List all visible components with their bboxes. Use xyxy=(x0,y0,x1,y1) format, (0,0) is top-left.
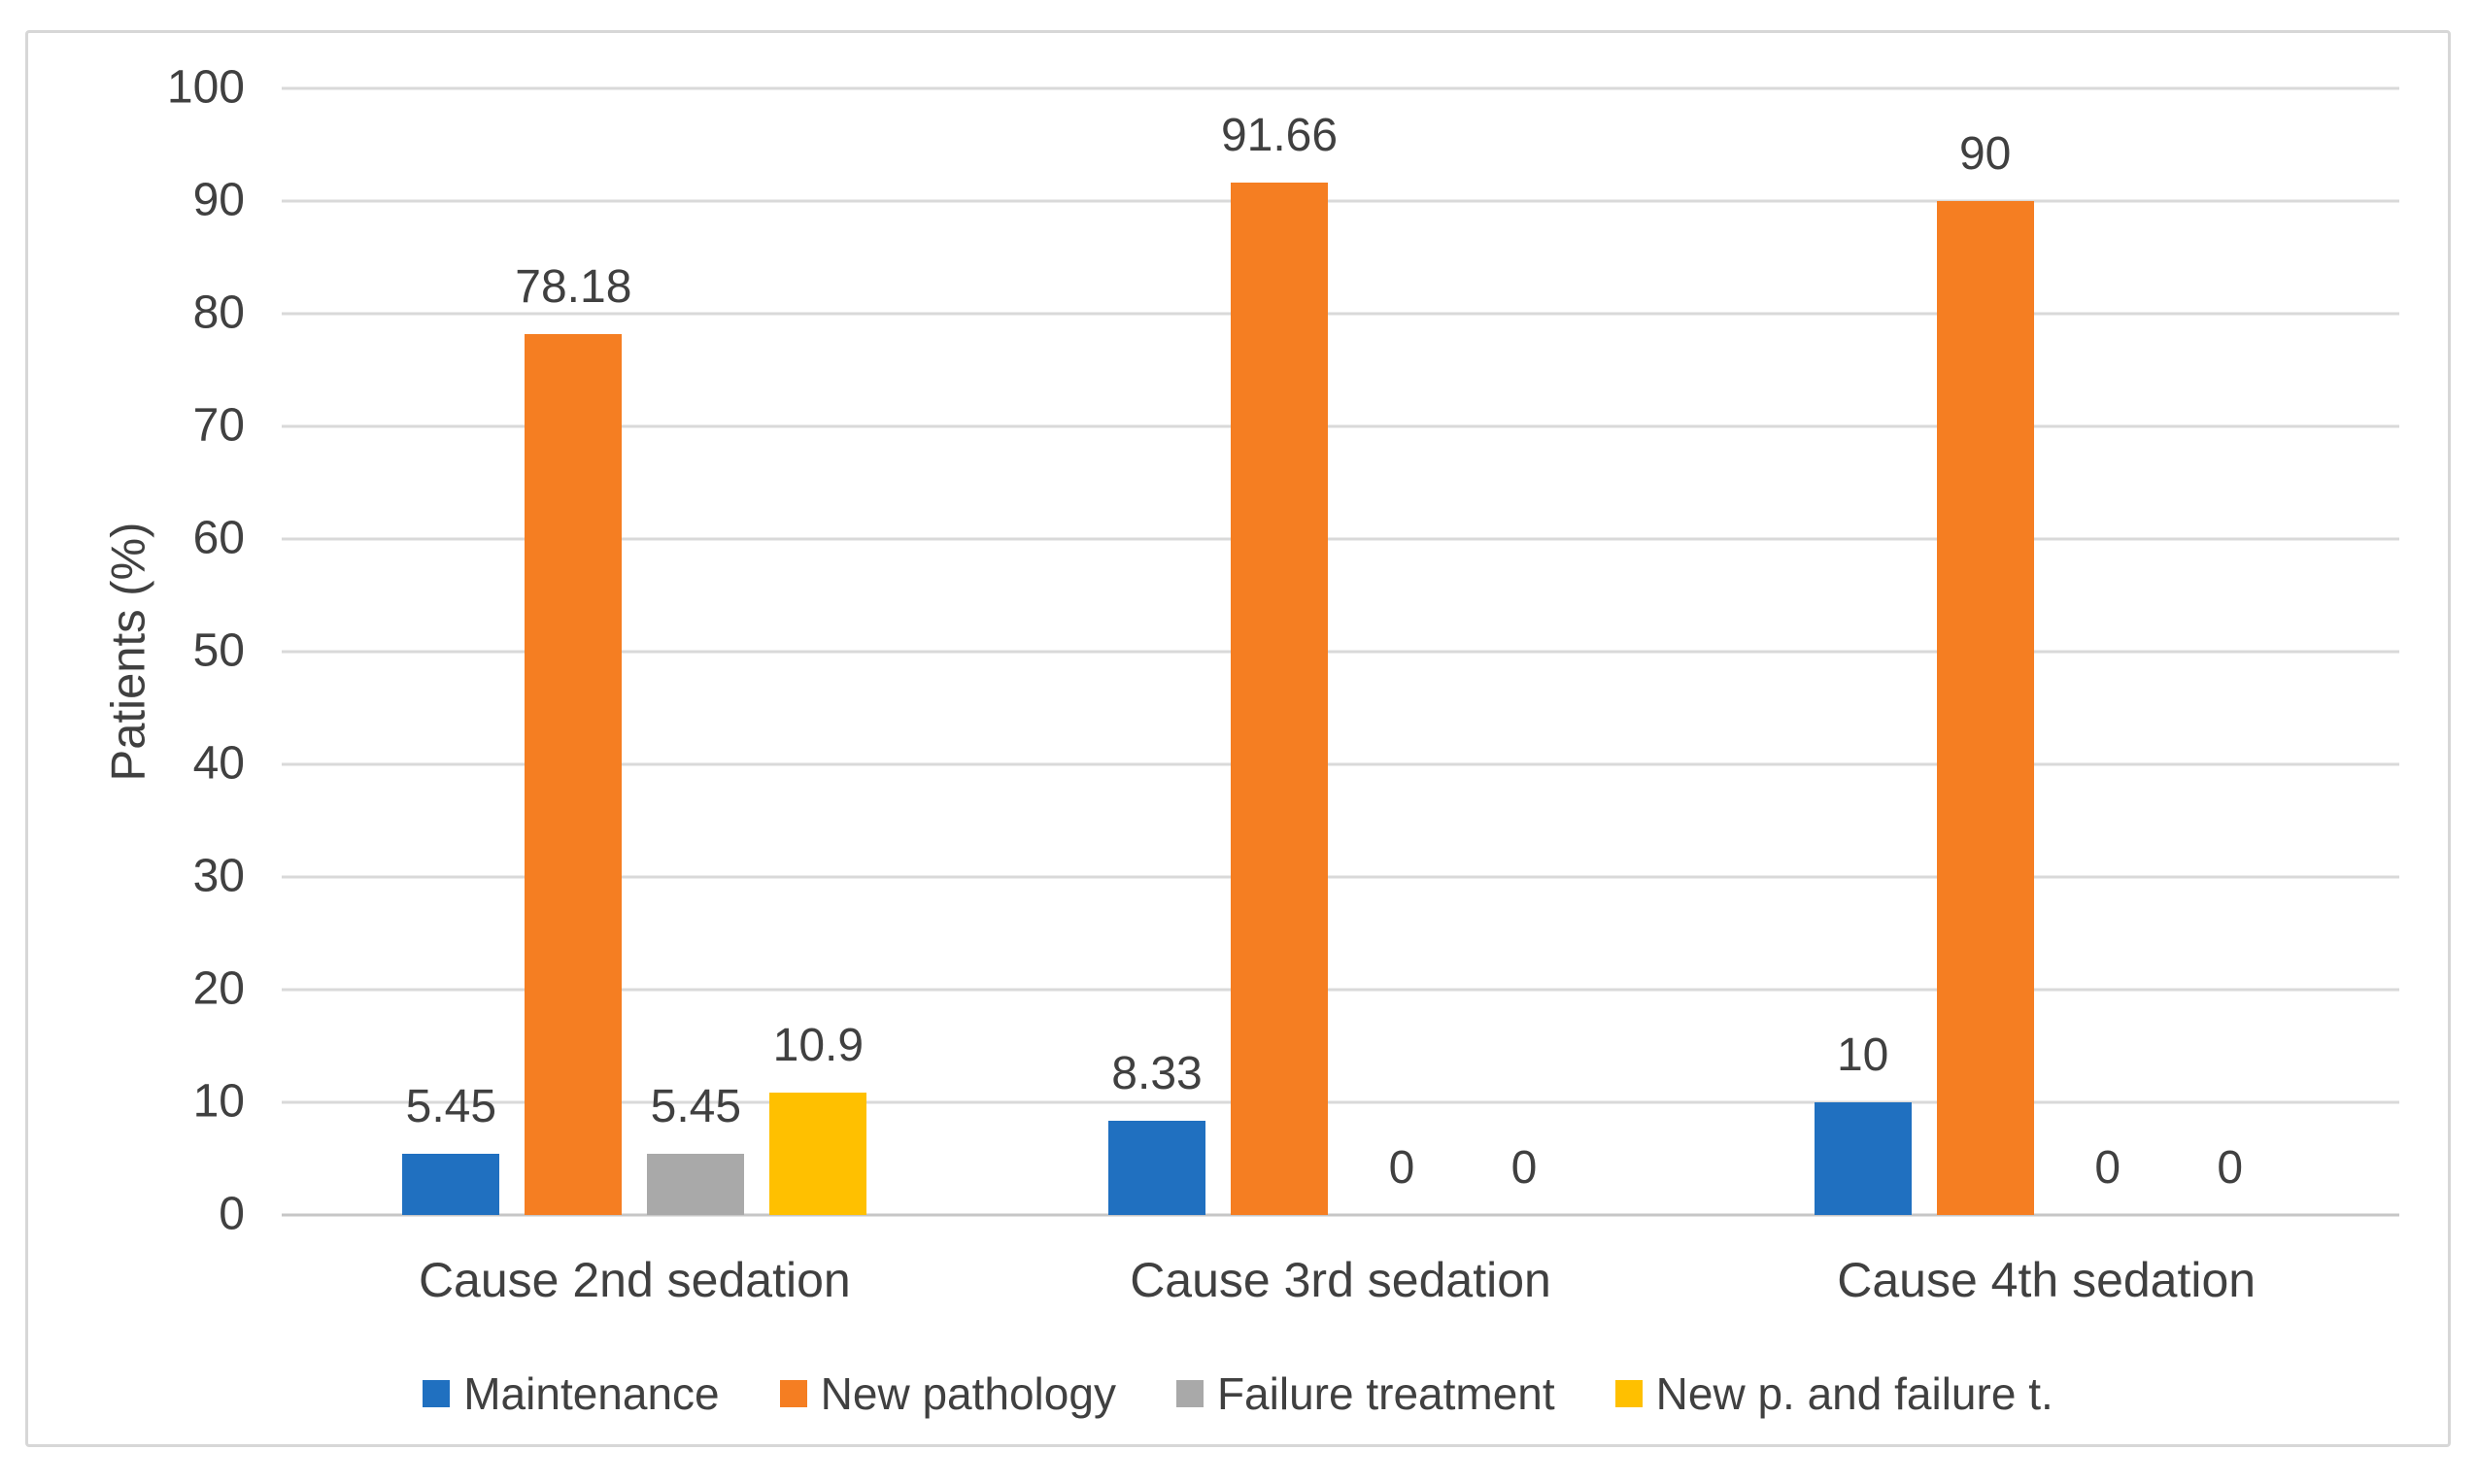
legend-label: New p. and failure t. xyxy=(1655,1368,2053,1419)
y-tick-label: 40 xyxy=(192,737,245,790)
bar-value-label: 78.18 xyxy=(515,261,632,314)
bar xyxy=(1231,182,1328,1215)
category-label: Cause 3rd sedation xyxy=(1130,1253,1551,1307)
category-group: 5.45 78.18 5.45 10.9 Cause 2nd sedation xyxy=(282,88,988,1304)
bar-slot: 10 xyxy=(1814,88,1912,1215)
y-tick-label: 10 xyxy=(192,1075,245,1128)
bar-slot: 91.66 xyxy=(1221,88,1338,1215)
chart-frame: Patients (%) 0 10 20 30 40 50 60 70 80 90 100 5.45 7… xyxy=(25,30,2451,1447)
legend: Maintenance New pathology Failure treatmen… xyxy=(28,1371,2448,1416)
bar-value-label: 0 xyxy=(1510,1142,1538,1194)
legend-label: Maintenance xyxy=(463,1368,720,1419)
y-tick-label: 70 xyxy=(192,399,245,452)
bar xyxy=(402,1153,500,1215)
plot-area: 0 10 20 30 40 50 60 70 80 90 100 5.45 78.18 5.45 10.9 C… xyxy=(167,65,2399,1304)
bar-value-label: 91.66 xyxy=(1220,109,1339,161)
category-label: Cause 2nd sedation xyxy=(418,1253,851,1307)
gridline xyxy=(282,875,2399,879)
bar-slot: 5.45 xyxy=(402,88,500,1215)
bar-slot: 0 xyxy=(2182,88,2279,1215)
legend-label: Failure treatment xyxy=(1216,1368,1555,1419)
legend-swatch xyxy=(779,1380,807,1407)
gridline xyxy=(282,650,2399,654)
bar xyxy=(1936,201,2034,1215)
bar-slot: 0 xyxy=(2059,88,2156,1215)
bar-slot: 8.33 xyxy=(1108,88,1205,1215)
bar xyxy=(647,1153,745,1215)
y-tick-label: 80 xyxy=(192,287,245,339)
legend-swatch xyxy=(1614,1380,1643,1407)
bar-slot: 0 xyxy=(1353,88,1450,1215)
legend-label: New pathology xyxy=(820,1368,1116,1419)
legend-item: Failure treatment xyxy=(1175,1368,1555,1419)
bar-slot: 0 xyxy=(1476,88,1573,1215)
bar-slot: 5.45 xyxy=(647,88,745,1215)
bar xyxy=(1814,1102,1912,1215)
bar-value-label: 10 xyxy=(1836,1029,1889,1081)
bar xyxy=(769,1092,867,1215)
bar-value-label: 5.45 xyxy=(405,1080,497,1132)
bar xyxy=(525,334,623,1215)
bar-slot: 78.18 xyxy=(515,88,631,1215)
gridline xyxy=(282,424,2399,428)
category-label: Cause 4th sedation xyxy=(1837,1253,2256,1307)
gridline xyxy=(282,199,2399,203)
bar-value-label: 0 xyxy=(1388,1142,1415,1194)
gridline xyxy=(282,86,2399,90)
gridline xyxy=(282,537,2399,541)
bar-value-label: 0 xyxy=(2094,1142,2121,1194)
x-axis-line xyxy=(282,1213,2399,1217)
y-tick-label: 0 xyxy=(219,1188,245,1240)
bar-value-label: 8.33 xyxy=(1111,1048,1203,1100)
legend-swatch xyxy=(423,1380,451,1407)
legend-item: Maintenance xyxy=(423,1368,720,1419)
y-tick-label: 20 xyxy=(192,962,245,1015)
bar xyxy=(1108,1121,1205,1215)
category-group: 8.33 91.66 0 0 Cause 3rd sedation xyxy=(988,88,1694,1304)
legend-item: New pathology xyxy=(779,1368,1116,1419)
y-tick-label: 100 xyxy=(166,61,245,114)
gridline xyxy=(282,1100,2399,1104)
y-tick-label: 30 xyxy=(192,850,245,902)
gridline xyxy=(282,312,2399,316)
y-tick-label: 60 xyxy=(192,512,245,564)
legend-item: New p. and failure t. xyxy=(1614,1368,2053,1419)
y-tick-label: 90 xyxy=(192,174,245,226)
legend-swatch xyxy=(1175,1380,1204,1407)
gridline xyxy=(282,762,2399,766)
bar-slot: 10.9 xyxy=(769,88,867,1215)
bar-groups: 5.45 78.18 5.45 10.9 Cause 2nd sedation 8.33 9… xyxy=(282,88,2399,1304)
bar-value-label: 5.45 xyxy=(650,1080,742,1132)
bar-value-label: 0 xyxy=(2217,1142,2244,1194)
y-axis-title: Patients (%) xyxy=(102,522,155,782)
bar-slot: 90 xyxy=(1936,88,2034,1215)
category-group: 10 90 0 0 Cause 4th sedation xyxy=(1693,88,2399,1304)
bar-value-label: 10.9 xyxy=(772,1019,865,1071)
gridline xyxy=(282,988,2399,992)
bar-value-label: 90 xyxy=(1958,128,2012,180)
y-tick-label: 50 xyxy=(192,624,245,677)
